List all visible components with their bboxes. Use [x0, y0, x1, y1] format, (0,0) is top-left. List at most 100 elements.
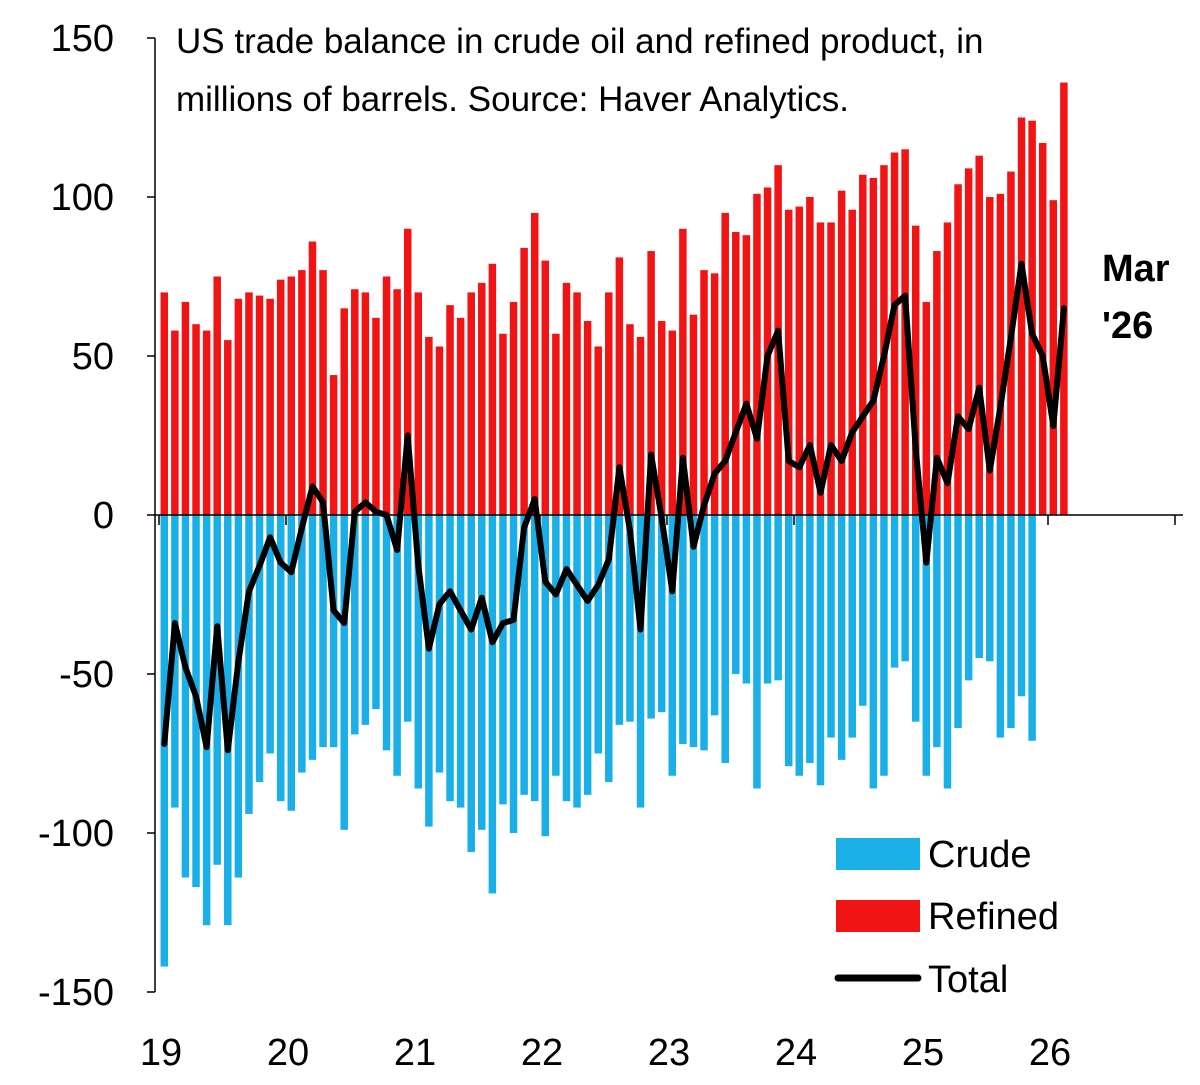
- refined-bar: [880, 165, 888, 515]
- crude-bar: [795, 515, 804, 776]
- crude-bar: [859, 515, 867, 706]
- refined-bar: [425, 336, 433, 515]
- crude-bar: [668, 515, 677, 776]
- refined-bar: [1049, 200, 1058, 515]
- crude-bar: [933, 515, 941, 748]
- crude-bar: [573, 515, 581, 808]
- refined-bar: [213, 276, 221, 515]
- refined-bar: [784, 209, 793, 515]
- crude-bar: [456, 515, 465, 808]
- refined-bar: [202, 330, 211, 515]
- refined-bar: [837, 190, 846, 515]
- crude-bar: [403, 515, 412, 722]
- refined-bars: [160, 82, 1068, 516]
- crude-bar: [509, 515, 518, 833]
- legend-label-refined: Refined: [928, 896, 1059, 938]
- crude-bar: [552, 515, 560, 776]
- crude-bar: [784, 515, 793, 767]
- crude-bar: [816, 515, 825, 786]
- crude-bar: [583, 515, 592, 795]
- crude-bar: [425, 515, 433, 827]
- refined-bar: [943, 222, 952, 515]
- refined-bar: [276, 279, 285, 515]
- refined-bar: [319, 270, 327, 515]
- refined-bar: [986, 197, 994, 515]
- crude-bar: [922, 515, 931, 776]
- legend-label-total: Total: [928, 959, 1008, 1001]
- refined-bar: [224, 340, 232, 515]
- crude-bar: [234, 515, 243, 878]
- refined-bar: [721, 212, 729, 515]
- crude-bar: [763, 515, 772, 684]
- crude-bar: [298, 515, 306, 773]
- refined-bar: [869, 177, 878, 516]
- refined-bar: [859, 174, 867, 516]
- crude-bar: [689, 515, 698, 748]
- refined-bar: [255, 295, 264, 515]
- refined-bar: [753, 193, 761, 515]
- refined-bar: [626, 324, 634, 515]
- refined-bar: [509, 301, 518, 515]
- crude-bar: [1017, 515, 1026, 697]
- refined-bar: [636, 336, 645, 515]
- refined-bar: [372, 317, 380, 515]
- crude-bar: [287, 515, 296, 811]
- crude-bar: [255, 515, 264, 783]
- x-tick-label: 21: [394, 1032, 436, 1074]
- refined-bar: [975, 155, 983, 515]
- annotation-line-1: Mar: [1102, 248, 1170, 290]
- refined-bar: [922, 301, 931, 515]
- crude-bar: [626, 515, 634, 722]
- y-tick-label: 50: [72, 336, 114, 378]
- total-line-group: [161, 260, 1067, 754]
- refined-bar: [467, 292, 475, 515]
- crude-bar: [414, 515, 423, 789]
- crude-bar: [986, 515, 994, 662]
- refined-bar: [382, 276, 391, 515]
- refined-bar: [732, 231, 740, 516]
- refined-bar: [499, 333, 507, 515]
- refined-bar: [541, 260, 550, 515]
- crude-bar: [467, 515, 475, 853]
- refined-bar: [605, 292, 613, 515]
- refined-bar: [171, 330, 179, 515]
- refined-bar: [403, 228, 412, 516]
- refined-bar: [562, 282, 571, 515]
- crude-bars: [160, 515, 1036, 967]
- refined-bar: [795, 206, 804, 516]
- crude-bar: [742, 515, 751, 684]
- crude-bar: [996, 515, 1005, 738]
- x-tick-label: 25: [902, 1032, 944, 1074]
- refined-bar: [456, 317, 465, 515]
- y-tick-label: 100: [51, 177, 114, 219]
- refined-bar: [234, 298, 243, 515]
- crude-bar: [964, 515, 973, 681]
- crude-bar: [901, 515, 909, 662]
- refined-bar: [478, 282, 486, 515]
- crude-bar: [351, 515, 359, 735]
- crude-bar: [615, 515, 624, 725]
- crude-bar: [732, 515, 740, 674]
- crude-bar: [340, 515, 348, 830]
- crude-bar: [446, 515, 454, 802]
- refined-bar: [806, 197, 814, 515]
- y-tick-label: 150: [51, 18, 114, 60]
- crude-bar: [880, 515, 888, 776]
- refined-bar: [266, 298, 274, 515]
- crude-bar: [848, 515, 856, 738]
- x-tick-label: 23: [648, 1032, 690, 1074]
- crude-bar: [435, 515, 444, 773]
- x-tick-label: 22: [521, 1032, 563, 1074]
- y-tick-label: -50: [59, 654, 114, 696]
- crude-bar: [171, 515, 179, 808]
- crude-bar: [975, 515, 983, 659]
- refined-bar: [573, 292, 581, 515]
- crude-bar: [753, 515, 761, 789]
- x-tick-label: 26: [1029, 1032, 1071, 1074]
- legend-label-crude: Crude: [928, 834, 1032, 876]
- crude-bar: [361, 515, 370, 725]
- refined-bar: [245, 292, 253, 515]
- refined-bar: [996, 193, 1005, 515]
- refined-bar: [160, 292, 169, 515]
- total-line: [161, 260, 1067, 754]
